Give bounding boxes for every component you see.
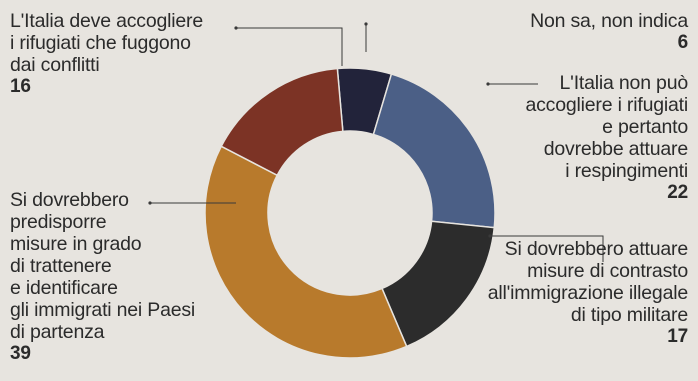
- leader-dot-3: [148, 201, 152, 205]
- label-non-sa: Non sa, non indica 6: [448, 10, 688, 54]
- label-text: Si dovrebbero attuare misure di contrast…: [487, 238, 689, 326]
- label-misure-militari: Si dovrebbero attuare misure di contrast…: [428, 238, 689, 348]
- label-respingimenti: L'Italia non può accogliere i rifugiati …: [428, 72, 688, 204]
- leader-dot-0: [364, 22, 368, 26]
- label-paesi-partenza: Si dovrebbero predisporre misure in grad…: [10, 189, 270, 365]
- label-value: 16: [10, 76, 31, 97]
- leader-dot-4: [234, 26, 238, 30]
- label-value: 6: [677, 32, 689, 53]
- leader-dot-2: [488, 234, 492, 238]
- leader-line-2: [490, 235, 604, 262]
- leader-dot-1: [486, 82, 490, 86]
- label-text: Si dovrebbero predisporre misure in grad…: [10, 189, 196, 343]
- slice-4: [220, 67, 344, 177]
- leader-line-4: [236, 27, 343, 66]
- label-text: L'Italia deve accogliere i rifugiati che…: [10, 10, 203, 76]
- label-value: 22: [667, 182, 688, 203]
- label-text: Non sa, non indica: [530, 10, 688, 32]
- label-text: L'Italia non può accogliere i rifugiati …: [525, 72, 688, 182]
- slice-3: [204, 145, 408, 359]
- label-value: 17: [667, 326, 688, 347]
- label-accogliere: L'Italia deve accogliere i rifugiati che…: [10, 10, 270, 98]
- label-value: 39: [10, 343, 31, 364]
